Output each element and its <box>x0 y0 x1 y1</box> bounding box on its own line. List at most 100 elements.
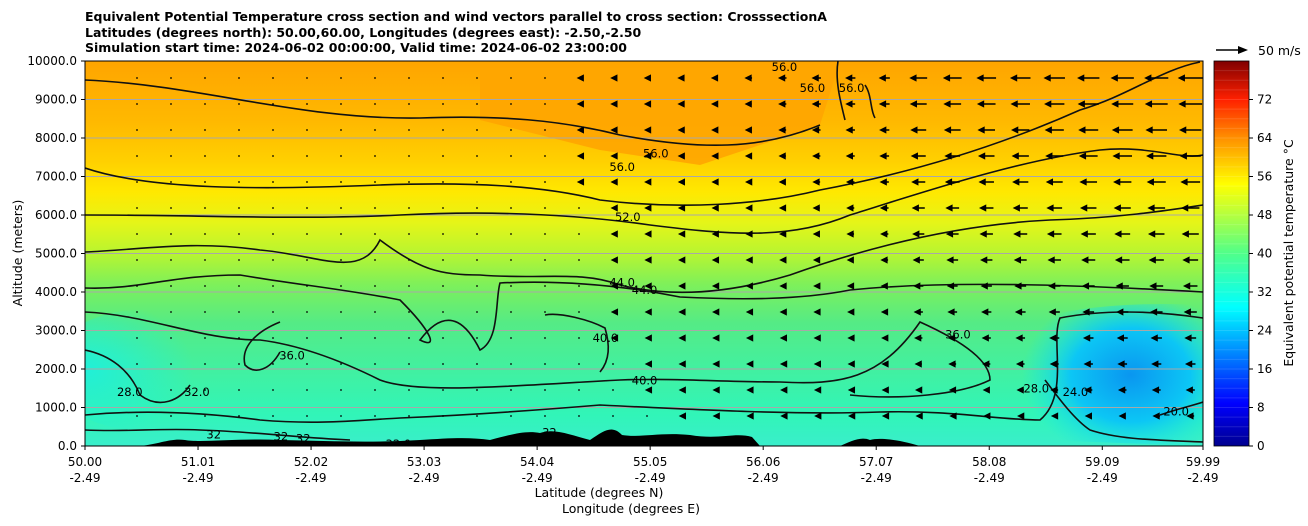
wind-vector <box>510 337 512 339</box>
wind-vector <box>578 415 580 417</box>
contour-label: 36.0 <box>945 327 971 341</box>
wind-vector <box>710 74 719 82</box>
wind-vector <box>576 74 584 82</box>
wind-vector <box>1177 74 1203 82</box>
wind-vector <box>1081 282 1095 290</box>
wind-vector <box>644 308 652 316</box>
wind-vector <box>136 103 138 105</box>
contour-label: 56.0 <box>609 160 635 174</box>
wind-vector <box>1016 386 1024 394</box>
colorbar-tick-label: 64 <box>1257 131 1272 145</box>
wind-vector <box>846 230 855 238</box>
grid-lines <box>85 61 1203 446</box>
wind-vector <box>306 207 308 209</box>
wind-vector <box>576 100 584 108</box>
wind-vector <box>1144 74 1169 82</box>
wind-vector <box>408 129 410 131</box>
wind-vector <box>1082 308 1095 316</box>
wind-vector <box>1111 126 1133 134</box>
x-tick-label-lon: -2.49 <box>69 471 100 485</box>
wind-vector <box>272 363 274 365</box>
wind-vector <box>1147 204 1166 212</box>
wind-vector <box>711 282 720 290</box>
wind-vector <box>578 233 580 235</box>
wind-vector <box>204 285 206 287</box>
wind-vector <box>879 204 889 212</box>
wind-vector <box>910 126 927 134</box>
wind-vector <box>811 126 821 134</box>
wind-vector <box>272 181 274 183</box>
wind-vector <box>915 412 923 420</box>
wind-vector <box>340 129 342 131</box>
wind-vector <box>977 126 996 134</box>
theta-e-field: 56.056.056.056.0 56.052.044.044.040.040.0… <box>85 60 1203 446</box>
wind-vector <box>340 233 342 235</box>
wind-vector <box>678 412 686 420</box>
wind-vector <box>813 386 822 394</box>
wind-vector <box>1179 126 1202 134</box>
wind-vector <box>476 285 478 287</box>
y-tick-label: 8000.0 <box>35 131 77 145</box>
wind-vector <box>204 415 206 417</box>
wind-vector <box>677 152 685 160</box>
x-tick-label-lat: 54.04 <box>520 455 554 469</box>
wind-vector <box>272 389 274 391</box>
wind-vector <box>1179 152 1201 160</box>
wind-vector <box>1110 74 1134 82</box>
wind-vector <box>374 77 376 79</box>
wind-vector <box>476 415 478 417</box>
wind-vector <box>340 337 342 339</box>
x-tick-label-lon: -2.49 <box>296 471 327 485</box>
wind-vector <box>238 155 240 157</box>
wind-vector <box>978 178 994 186</box>
contour-label: 40.0 <box>632 374 658 388</box>
colorbar-bands <box>1214 70 1249 437</box>
wind-vector <box>1013 230 1028 238</box>
wind-vector <box>408 77 410 79</box>
wind-vector <box>204 363 206 365</box>
wind-vector <box>1183 308 1197 316</box>
title-line-1: Equivalent Potential Temperature cross s… <box>85 9 827 24</box>
wind-vector <box>476 129 478 131</box>
wind-vector <box>846 256 854 264</box>
wind-vector <box>1181 230 1199 238</box>
wind-vector <box>780 386 788 394</box>
wind-vector <box>408 155 410 157</box>
wind-vector <box>847 334 855 342</box>
contour-line <box>85 428 351 441</box>
wind-vector <box>610 282 618 290</box>
wind-vector <box>677 126 685 134</box>
wind-vector <box>204 155 206 157</box>
wind-vector <box>712 386 720 394</box>
wind-vector <box>340 77 342 79</box>
wind-vector <box>745 334 754 342</box>
wind-vector <box>1081 256 1096 264</box>
wind-vector <box>238 337 240 339</box>
wind-vector <box>170 155 172 157</box>
wind-vector <box>374 207 376 209</box>
wind-vector <box>943 100 962 108</box>
wind-vector <box>544 415 546 417</box>
contour-line <box>1044 379 1203 443</box>
wind-vector <box>408 181 410 183</box>
wind-vector <box>880 308 889 316</box>
wind-vector <box>744 126 752 134</box>
wind-vector <box>238 415 240 417</box>
wind-vector <box>744 100 752 108</box>
wind-vector <box>677 230 686 238</box>
wind-vector <box>1046 230 1062 238</box>
wind-vector <box>374 311 376 313</box>
wind-vector <box>779 308 787 316</box>
contour-label: 56.0 <box>772 60 798 74</box>
wind-vector <box>476 181 478 183</box>
wind-vector <box>913 282 924 290</box>
y-tick-label: 6000.0 <box>35 208 77 222</box>
wind-vector <box>476 389 478 391</box>
wind-vector <box>170 363 172 365</box>
title-line-3: Simulation start time: 2024-06-02 00:00:… <box>85 40 627 55</box>
wind-vector <box>306 181 308 183</box>
contour-label: 28.0 <box>117 385 143 399</box>
wind-vector <box>945 204 960 212</box>
wind-vector <box>909 100 927 108</box>
wind-vector <box>1011 126 1030 134</box>
